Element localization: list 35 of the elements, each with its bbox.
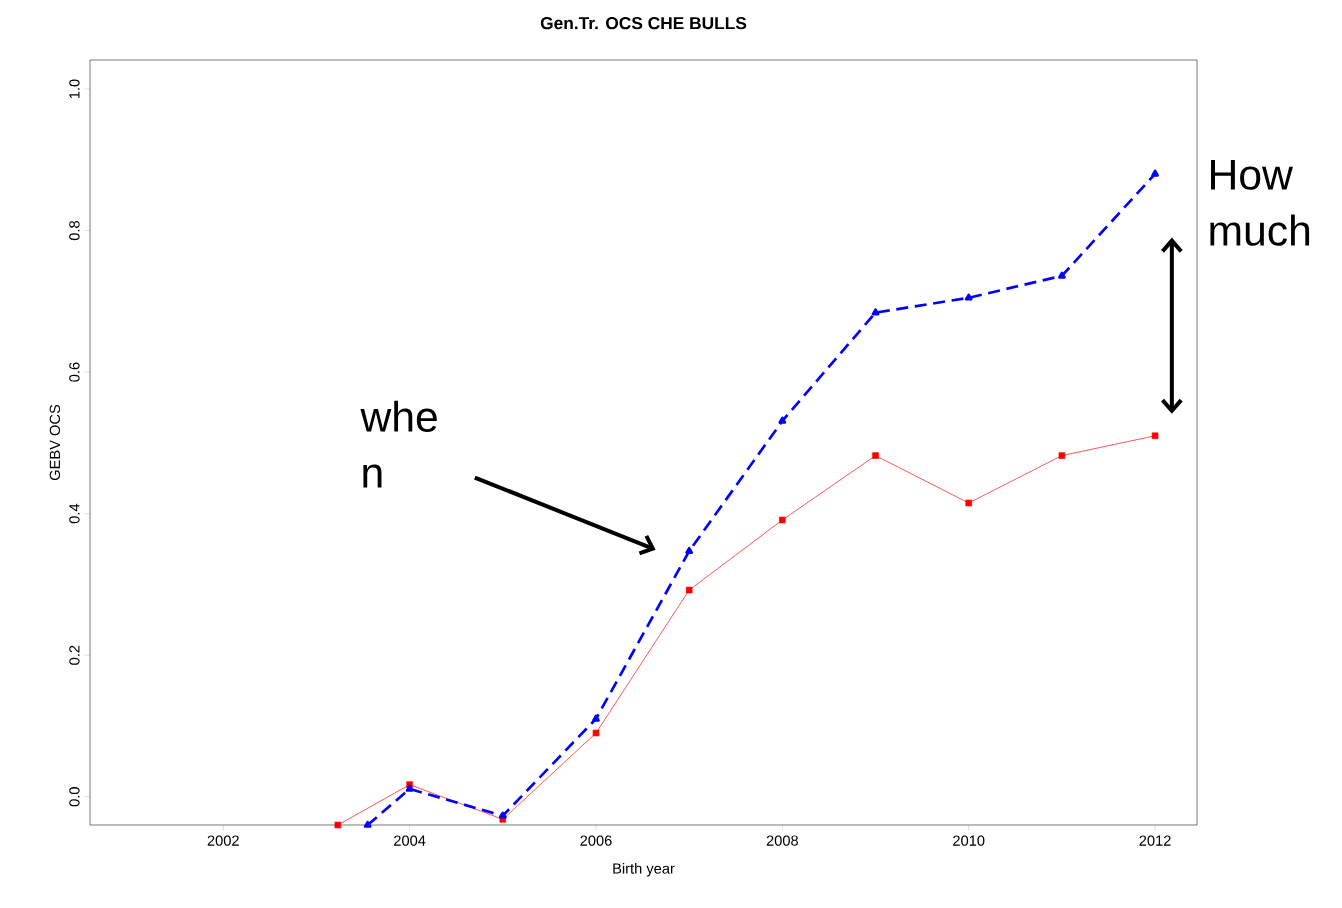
point bbox=[778, 416, 787, 424]
x-tick-label: 2008 bbox=[766, 835, 798, 846]
x-tick-label: 2010 bbox=[953, 835, 985, 846]
x-tick-label: 2004 bbox=[394, 835, 426, 846]
point bbox=[964, 293, 973, 301]
x-tick-label: 2002 bbox=[207, 835, 239, 846]
text: How much bbox=[1210, 160, 1310, 246]
point bbox=[1058, 452, 1066, 459]
point bbox=[871, 308, 880, 316]
point bbox=[685, 546, 694, 554]
y-tick-label: 0.4 bbox=[69, 503, 80, 524]
y-axis-title: GEBV OCS bbox=[49, 404, 61, 481]
x-tick-label: 2012 bbox=[1139, 835, 1171, 846]
y-tick-label: 0.6 bbox=[69, 362, 80, 382]
x-tick-label: 2006 bbox=[580, 835, 612, 846]
point bbox=[363, 820, 372, 828]
point bbox=[965, 499, 972, 507]
point bbox=[1151, 169, 1159, 177]
y-tick-label: 1.0 bbox=[69, 79, 80, 99]
y-tick-label: 0.2 bbox=[69, 645, 80, 665]
point bbox=[685, 586, 693, 594]
chart-title: Gen.Tr. OCS CHE BULLS bbox=[540, 17, 747, 30]
point bbox=[779, 516, 786, 524]
point bbox=[405, 784, 414, 792]
point bbox=[872, 452, 879, 459]
point bbox=[592, 729, 600, 737]
y-tick-label: 0.0 bbox=[69, 787, 80, 807]
point bbox=[498, 811, 507, 819]
point bbox=[592, 714, 600, 722]
point bbox=[1151, 432, 1159, 440]
annotation: whe n bbox=[360, 400, 437, 488]
x-axis-title: Birth year bbox=[613, 862, 675, 877]
point bbox=[334, 821, 342, 829]
point bbox=[1058, 271, 1066, 279]
y-tick-label: 0.8 bbox=[69, 221, 80, 241]
